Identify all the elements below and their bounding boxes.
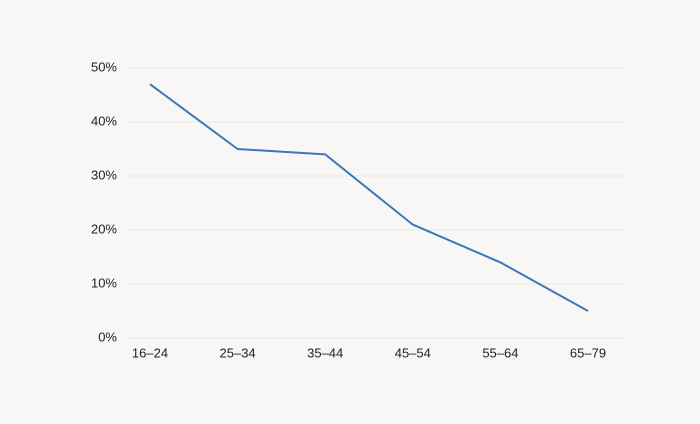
x-tick-label: 25–34 bbox=[220, 345, 256, 360]
data-line bbox=[149, 83, 589, 312]
y-tick-label: 0% bbox=[98, 329, 117, 344]
x-tick-label: 65–79 bbox=[570, 345, 606, 360]
x-tick-label: 16–24 bbox=[132, 345, 168, 360]
y-tick-label: 40% bbox=[91, 113, 117, 128]
x-tick-label: 55–64 bbox=[482, 345, 518, 360]
x-tick-label: 35–44 bbox=[307, 345, 343, 360]
y-tick-label: 20% bbox=[91, 221, 117, 236]
y-tick-label: 10% bbox=[91, 275, 117, 290]
y-tick-label: 50% bbox=[91, 59, 117, 74]
y-tick-label: 30% bbox=[91, 167, 117, 182]
x-tick-label: 45–54 bbox=[395, 345, 431, 360]
